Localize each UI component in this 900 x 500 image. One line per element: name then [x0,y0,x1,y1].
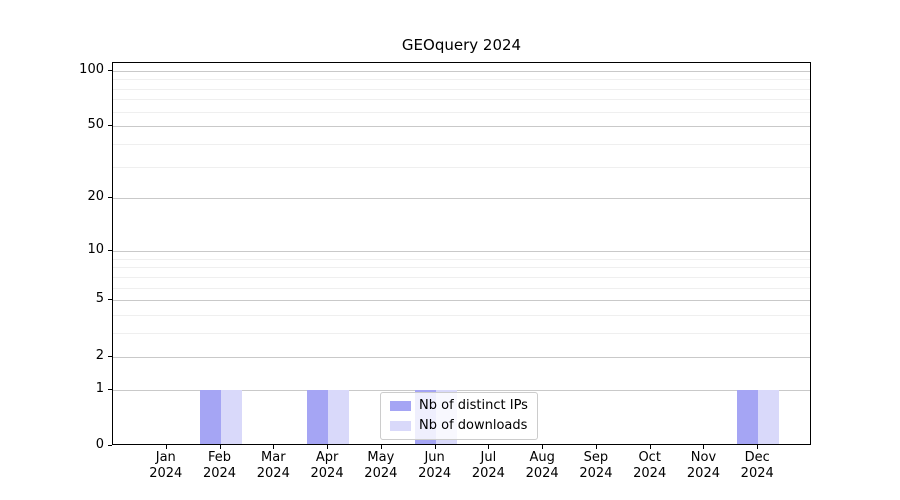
y-tick [108,356,112,357]
minor-gridline [113,258,810,260]
bar [307,389,329,444]
minor-gridline [113,111,810,113]
minor-gridline [113,99,810,101]
major-gridline [113,70,810,72]
legend-item-label: Nb of distinct IPs [419,398,528,413]
legend-swatch [390,421,411,431]
minor-gridline [113,143,810,145]
plot-area: Nb of distinct IPs Nb of downloads [112,62,811,445]
x-tick-label: Mar 2024 [241,450,305,481]
y-tick-label: 2 [95,347,104,363]
x-tick-label-line: 2024 [471,465,505,481]
x-tick-label-line: Apr [315,450,339,465]
x-tick [488,445,490,449]
x-tick-label-line: 2024 [633,465,667,481]
x-tick [165,445,167,449]
y-tick-label: 1 [95,380,104,396]
bar [737,389,759,444]
x-tick-label-line: 2024 [256,465,290,481]
y-tick [108,389,112,390]
major-gridline [113,250,810,252]
x-tick-label-line: Jun [424,450,445,465]
x-tick [595,445,597,449]
legend-item-label: Nb of downloads [419,418,528,433]
x-tick-label: May 2024 [349,450,413,481]
x-tick-label: Apr 2024 [295,450,359,481]
minor-gridline [113,276,810,278]
x-tick [434,445,436,449]
x-tick-label: Dec 2024 [725,450,789,481]
x-tick-label: Aug 2024 [510,450,574,481]
x-tick [542,445,544,449]
legend-item: Nb of distinct IPs [390,398,528,414]
x-tick-label-line: Aug [529,450,555,465]
x-tick-label-line: Jan [155,450,176,465]
x-tick-label-line: 2024 [579,465,613,481]
y-tick-label: 0 [95,437,104,452]
major-gridline [113,126,810,128]
minor-gridline [113,315,810,317]
x-tick-label-line: 2024 [202,465,237,481]
x-tick-label-line: 2024 [740,465,774,481]
x-tick-label-line: Feb [208,450,232,465]
x-tick-label-line: Sep [583,450,609,465]
y-tick [108,250,112,251]
minor-gridline [113,88,810,90]
x-tick-label-line: 2024 [525,465,559,481]
minor-gridline [113,287,810,289]
x-tick-label: Jun 2024 [403,450,467,481]
x-tick-label: Jan 2024 [134,450,198,481]
x-tick-label: Feb 2024 [188,450,252,481]
x-tick-label: Jul 2024 [456,450,520,481]
major-gridline [113,300,810,302]
major-gridline [113,356,810,358]
x-tick-label-line: 2024 [149,465,183,481]
x-tick-label-line: Mar [261,450,286,465]
x-tick [757,445,759,449]
bar [199,389,221,444]
bar [328,389,350,444]
x-tick-label-line: 2024 [364,465,398,481]
chart-title: GEOquery 2024 [401,36,522,54]
x-tick [703,445,705,449]
x-tick-label-line: Jul [480,450,497,465]
x-tick-label: Nov 2024 [671,450,735,481]
x-tick-label-line: Dec [744,450,770,465]
minor-gridline [113,267,810,269]
y-tick-label: 20 [87,189,104,205]
x-tick-label: Oct 2024 [618,450,682,481]
legend-swatch [390,401,411,411]
minor-gridline [113,79,810,81]
x-tick [649,445,651,449]
y-tick-label: 100 [79,61,104,77]
x-tick-label-line: Oct [638,450,661,465]
bar [220,389,242,444]
y-tick-label: 50 [87,117,104,133]
bar [758,389,780,444]
x-tick-label-line: Nov [690,450,717,465]
x-tick-label: Sep 2024 [564,450,628,481]
major-gridline [113,198,810,200]
y-tick [108,125,112,126]
y-tick-label: 10 [87,241,104,257]
x-tick-label-line: May [367,450,395,465]
major-gridline [113,389,810,391]
minor-gridline [113,166,810,168]
y-tick [108,445,112,446]
y-tick-label: 5 [95,291,104,307]
x-tick-label-line: 2024 [310,465,344,481]
x-tick [380,445,382,449]
minor-gridline [113,333,810,335]
y-tick [108,197,112,198]
x-tick [327,445,329,449]
y-tick [108,299,112,300]
y-tick [108,70,112,71]
legend-item: Nb of downloads [390,418,528,434]
x-tick-label-line: 2024 [418,465,452,481]
legend: Nb of distinct IPs Nb of downloads [380,392,538,440]
x-tick [219,445,221,449]
x-tick [273,445,275,449]
x-tick-label-line: 2024 [686,465,720,481]
